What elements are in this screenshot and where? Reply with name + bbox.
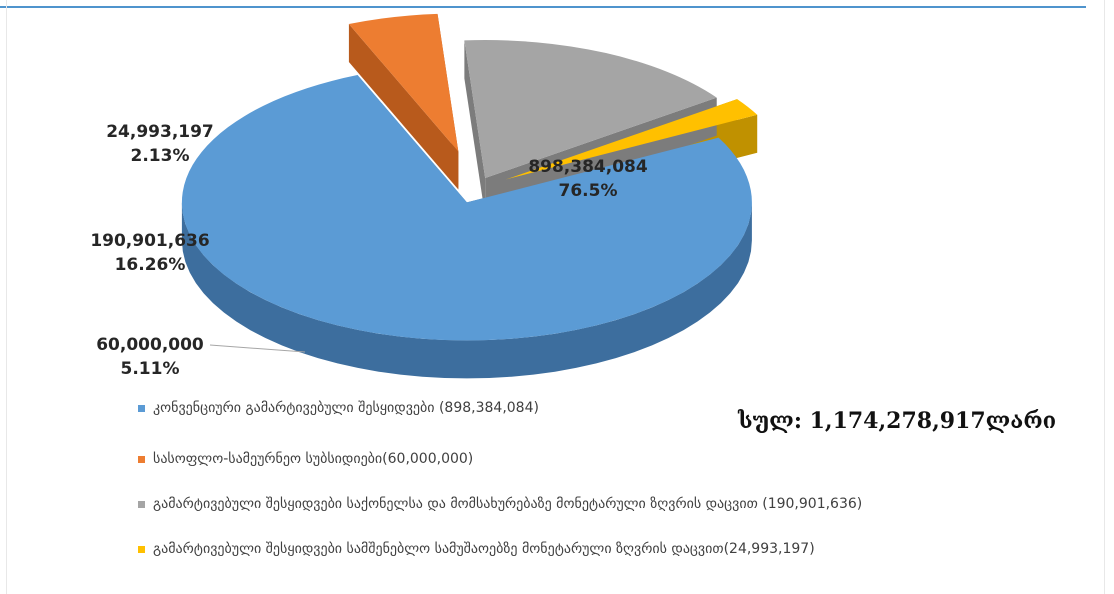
- legend-item-construction: გამარტივებული შესყიდვები სამშენებლო სამუ…: [138, 539, 815, 559]
- data-label-value-goods-services: 190,901,636: [90, 231, 209, 251]
- data-label-value-agricultural: 60,000,000: [96, 335, 204, 355]
- legend-label: სასოფლო-სამეურნეო სუბსიდიები(60,000,000): [153, 451, 474, 467]
- data-label-value-conventional: 898,384,084: [528, 157, 648, 177]
- legend-label: კონვენციური გამარტივებული შესყიდვები (89…: [153, 400, 539, 416]
- slice-top-agricultural: [348, 13, 459, 152]
- slice-top-goods-services: [464, 40, 717, 179]
- legend-swatch-yellow: [138, 545, 145, 553]
- data-label-value-construction: 24,993,197: [106, 122, 214, 142]
- legend-swatch-orange: [138, 455, 145, 463]
- legend-swatch-gray: [138, 500, 145, 508]
- data-label-percent-conventional: 76.5%: [559, 181, 618, 201]
- total-amount-label: სულ: 1,174,278,917ლარი: [738, 408, 1057, 434]
- top-border-line: [0, 6, 1086, 8]
- data-label-percent-goods-services: 16.26%: [115, 255, 186, 275]
- data-label-percent-construction: 2.13%: [131, 146, 190, 166]
- slice-side-conventional: [181, 202, 752, 379]
- data-label-percent-agricultural: 5.11%: [121, 359, 180, 379]
- leader-line-agricultural: [209, 344, 306, 353]
- legend-item-conventional: კონვენციური გამარტივებული შესყიდვები (89…: [138, 398, 539, 418]
- legend-item-goods-services: გამარტივებული შესყიდვები საქონელსა და მო…: [138, 494, 862, 514]
- legend-swatch-blue: [138, 404, 145, 412]
- slice-cut-goods-services-0: [464, 40, 486, 217]
- legend-item-agricultural: სასოფლო-სამეურნეო სუბსიდიები(60,000,000): [138, 449, 473, 469]
- left-border-line: [6, 0, 7, 594]
- legend-label: გამარტივებული შესყიდვები სამშენებლო სამუ…: [153, 541, 815, 557]
- legend-label: გამარტივებული შესყიდვები საქონელსა და მო…: [153, 496, 863, 512]
- right-border-line: [1104, 0, 1105, 594]
- slice-top-conventional: [181, 75, 752, 341]
- slice-cut-agricultural-0: [348, 24, 459, 190]
- slice-top-construction: [505, 99, 758, 180]
